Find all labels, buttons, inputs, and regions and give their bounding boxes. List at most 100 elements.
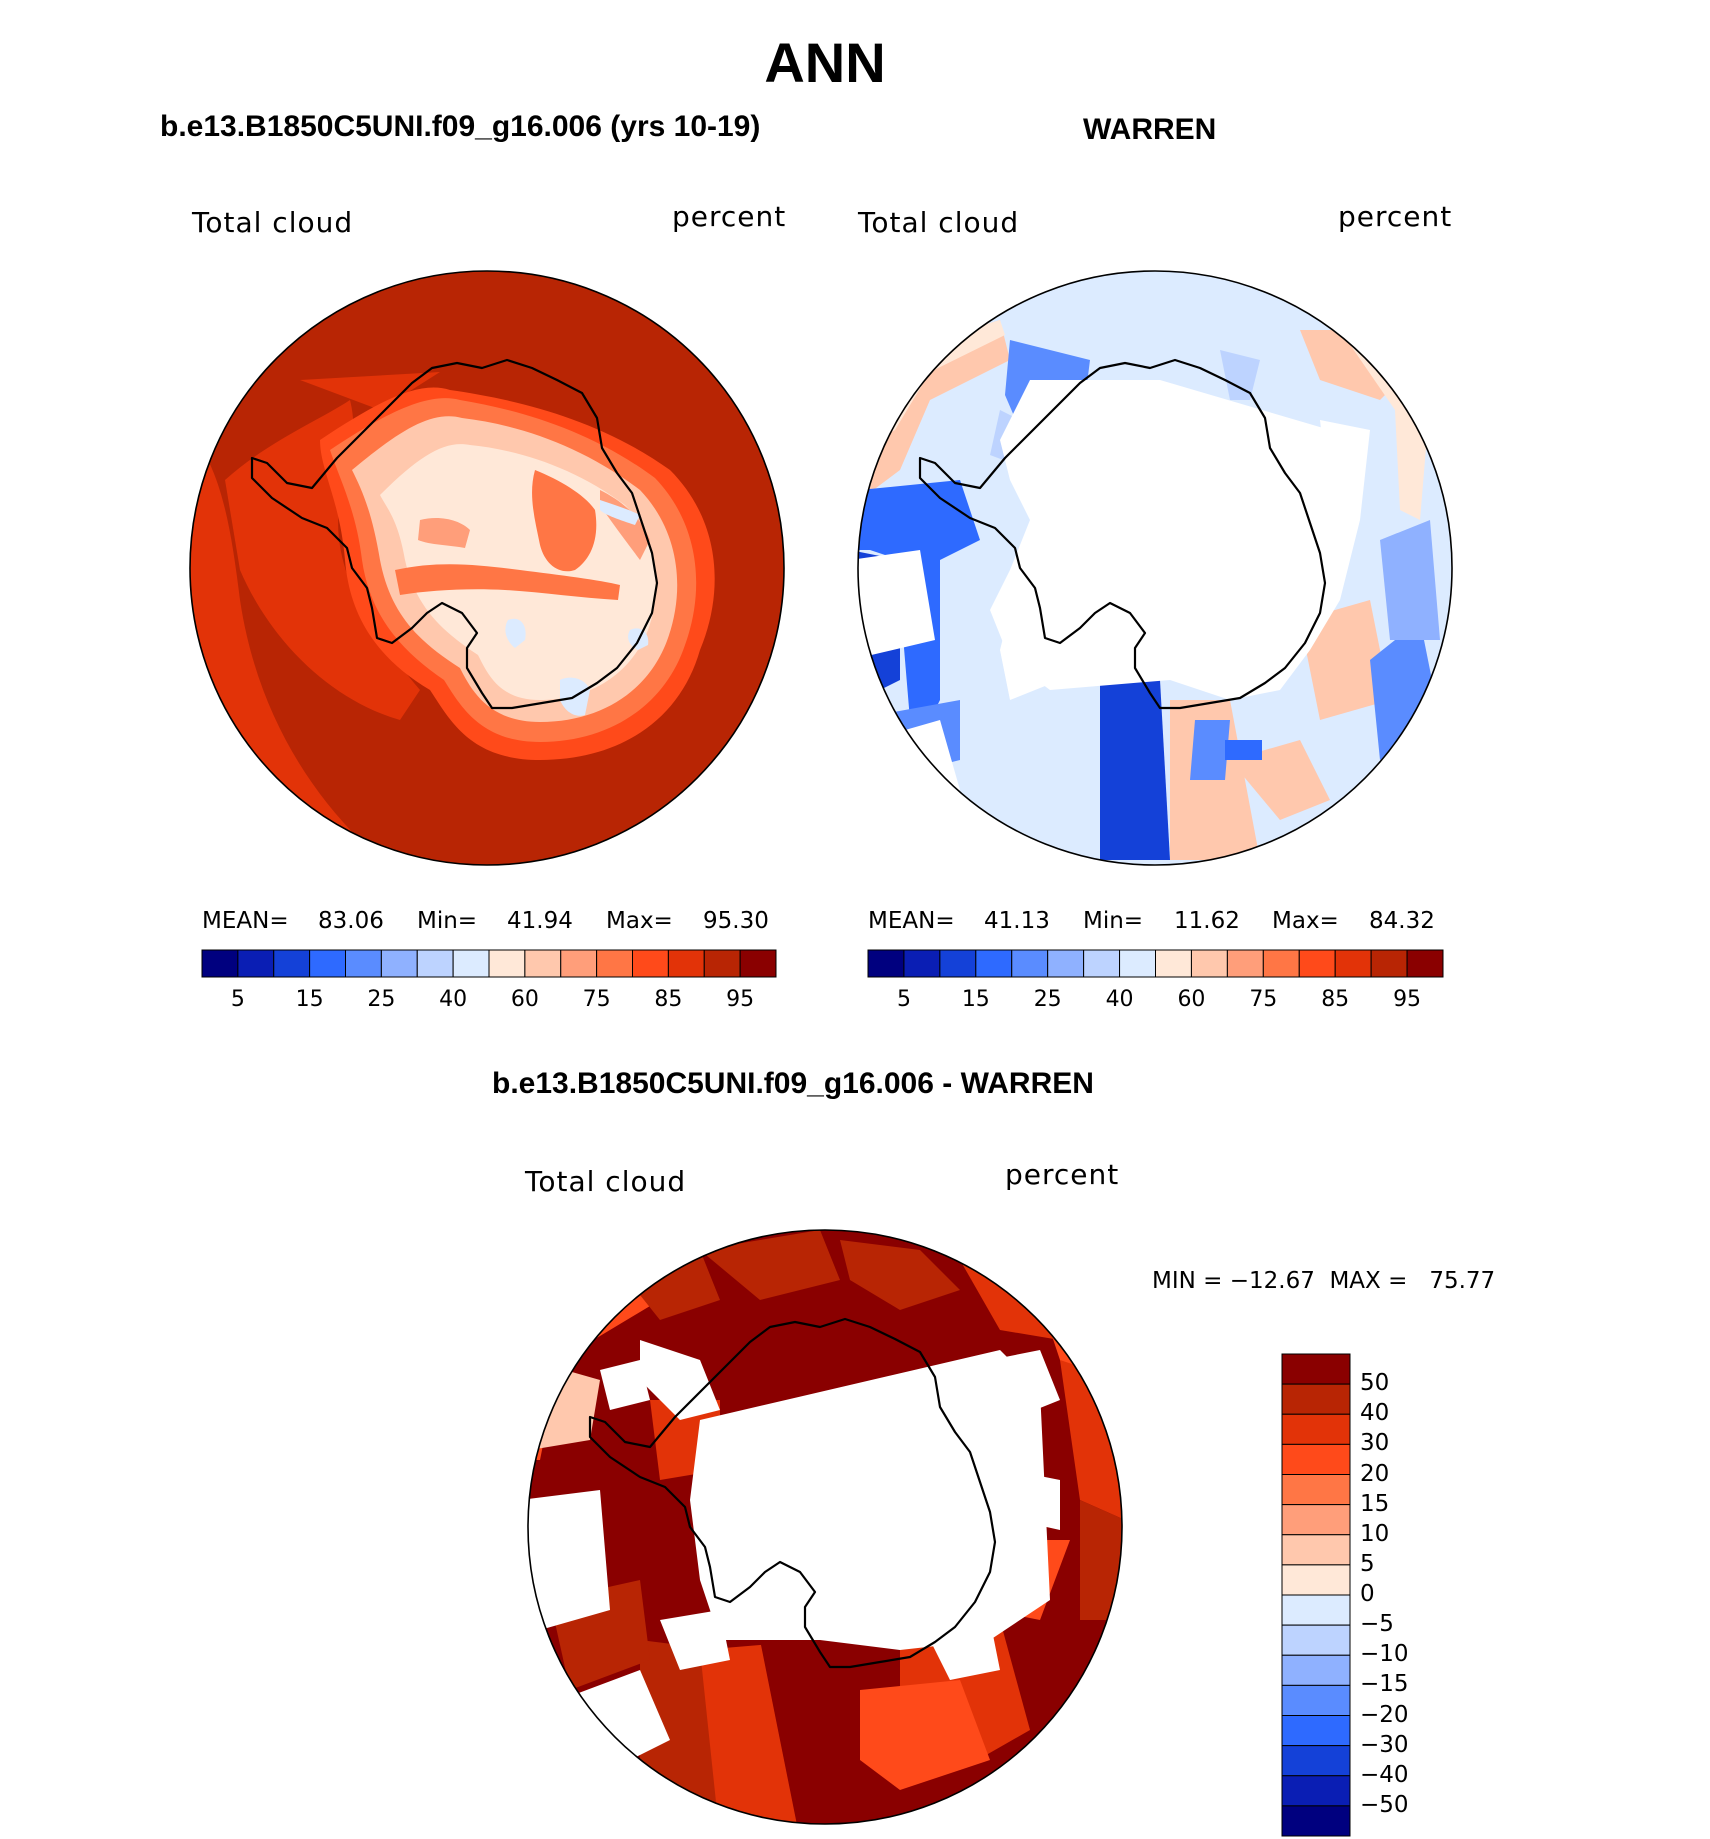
colorbar-tick-label: 5 (896, 987, 911, 1012)
colorbar-swatch (1334, 949, 1372, 978)
panel-b-max-value: 84.32 (1369, 908, 1435, 934)
panel-b-units-label: percent (1338, 200, 1453, 233)
colorbar-tick-label: 40 (1360, 1400, 1390, 1427)
panel-a-variable-label: Total cloud (192, 206, 354, 239)
panel-c-variable-label: Total cloud (525, 1165, 687, 1198)
panel-b-map-border (857, 270, 1453, 866)
colorbar-tick-label: 15 (1360, 1490, 1390, 1517)
panel-a-mean-value: 83.06 (318, 908, 384, 934)
panel-a-colorbar (201, 949, 777, 978)
panel-b-mean-label: MEAN= (868, 908, 955, 934)
colorbar-swatch (975, 949, 1013, 978)
colorbar-swatch (1281, 1684, 1351, 1716)
panel-a-map-border (189, 270, 785, 866)
panel-a-title: b.e13.B1850C5UNI.f09_g16.006 (yrs 10-19) (160, 110, 761, 143)
colorbar-tick-label: −20 (1360, 1701, 1409, 1728)
panel-a-max-value: 95.30 (703, 908, 769, 934)
colorbar-tick-label: 50 (1360, 1370, 1390, 1397)
colorbar-swatch (1281, 1654, 1351, 1686)
panel-c-units-label: percent (1005, 1158, 1120, 1191)
colorbar-tick-label: 15 (295, 987, 324, 1012)
colorbar-swatch (237, 949, 275, 978)
panel-a-mean-label: MEAN= (202, 908, 289, 934)
colorbar-swatch (1406, 949, 1444, 978)
panel-a-coastline (250, 358, 659, 710)
colorbar-swatch (903, 949, 941, 978)
colorbar-tick-label: 5 (230, 987, 245, 1012)
colorbar-tick-label: −50 (1360, 1791, 1409, 1818)
colorbar-swatch (1281, 1413, 1351, 1445)
colorbar-swatch (1190, 949, 1228, 978)
panel-c-map-border (527, 1229, 1123, 1825)
panel-a-min-label: Min= (417, 908, 478, 934)
colorbar-swatch (201, 949, 239, 978)
panel-b-min-value: 11.62 (1174, 908, 1240, 934)
colorbar-swatch (1281, 1383, 1351, 1415)
colorbar-swatch (1119, 949, 1156, 978)
colorbar-tick-label: 25 (367, 987, 396, 1012)
colorbar-swatch (488, 949, 526, 978)
colorbar-swatch (524, 949, 562, 978)
colorbar-swatch (309, 949, 346, 978)
colorbar-tick-label: 40 (439, 987, 468, 1012)
panel-b-title: WARREN (1083, 113, 1217, 146)
colorbar-tick-label: 20 (1360, 1460, 1390, 1487)
panel-b-min-label: Min= (1083, 908, 1144, 934)
panel-a-min-value: 41.94 (507, 908, 573, 934)
colorbar-tick-label: 95 (1393, 987, 1422, 1012)
colorbar-swatch (1281, 1594, 1351, 1626)
panel-a-units-label: percent (672, 200, 787, 233)
colorbar-tick-label: 5 (1360, 1550, 1375, 1577)
colorbar-tick-label: −30 (1360, 1731, 1409, 1758)
colorbar-swatch (1011, 949, 1049, 978)
colorbar-swatch (1281, 1805, 1351, 1837)
colorbar-swatch (1281, 1474, 1351, 1506)
figure-title: ANN (764, 31, 886, 94)
colorbar-swatch (1155, 949, 1192, 978)
colorbar-tick-label: −10 (1360, 1641, 1409, 1668)
colorbar-tick-label: 40 (1105, 987, 1134, 1012)
panel-b-mean-value: 41.13 (984, 908, 1050, 934)
colorbar-swatch (345, 949, 382, 978)
colorbar-swatch (273, 949, 311, 978)
colorbar-swatch (739, 949, 777, 978)
colorbar-swatch (1281, 1443, 1351, 1475)
colorbar-swatch (632, 949, 669, 978)
panel-b-max-label: Max= (1272, 908, 1339, 934)
colorbar-swatch (1281, 1715, 1351, 1747)
colorbar-tick-label: 60 (510, 987, 539, 1012)
colorbar-tick-label: 75 (582, 987, 611, 1012)
colorbar-tick-label: 0 (1360, 1581, 1375, 1607)
colorbar-tick-label: 15 (961, 987, 990, 1012)
panel-c-colorbar (1281, 1353, 1351, 1837)
colorbar-swatch (1298, 949, 1336, 978)
colorbar-tick-label: 30 (1360, 1430, 1390, 1457)
panel-b-map (858, 271, 1452, 865)
panel-a-map (190, 271, 784, 865)
colorbar-tick-label: −5 (1360, 1611, 1394, 1638)
colorbar-tick-label: 95 (726, 987, 755, 1012)
colorbar-swatch (560, 949, 598, 978)
colorbar-tick-label: 25 (1033, 987, 1062, 1012)
colorbar-swatch (1370, 949, 1408, 978)
colorbar-swatch (1281, 1564, 1351, 1596)
colorbar-swatch (416, 949, 454, 978)
colorbar-swatch (380, 949, 418, 978)
panel-c-title: b.e13.B1850C5UNI.f09_g16.006 - WARREN (492, 1067, 1094, 1100)
panel-c-minmax: MIN = −12.67 MAX = 75.77 (1152, 1268, 1496, 1294)
colorbar-swatch (667, 949, 705, 978)
colorbar-swatch (1281, 1624, 1351, 1656)
colorbar-swatch (1047, 949, 1085, 978)
colorbar-swatch (939, 949, 977, 978)
colorbar-swatch (1281, 1534, 1351, 1566)
colorbar-tick-label: −40 (1360, 1761, 1409, 1788)
colorbar-swatch (703, 949, 741, 978)
colorbar-swatch (867, 949, 905, 978)
colorbar-swatch (1281, 1745, 1351, 1777)
colorbar-swatch (1281, 1775, 1351, 1807)
colorbar-tick-label: 85 (1321, 987, 1350, 1012)
colorbar-tick-label: −15 (1360, 1671, 1409, 1698)
panel-b-coastline (918, 358, 1327, 710)
colorbar-swatch (596, 949, 633, 978)
